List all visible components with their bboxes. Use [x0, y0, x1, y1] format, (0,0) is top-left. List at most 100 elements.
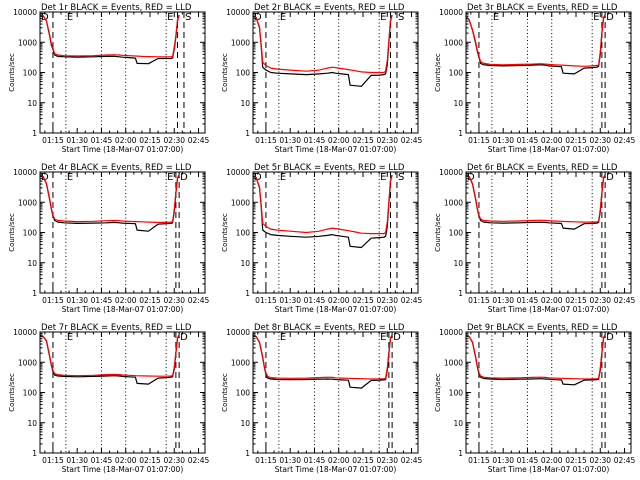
x-tick-label: 01:45: [91, 136, 113, 145]
x-tick-label: 02:15: [352, 456, 374, 465]
x-tick-label: 02:45: [401, 136, 423, 145]
x-tick-label: 02:00: [541, 456, 563, 465]
y-axis-label: Counts/sec: [8, 213, 16, 252]
x-tick-label: 02:45: [188, 296, 210, 305]
marker-label: E: [67, 332, 73, 343]
x-tick-label: 01:45: [91, 456, 113, 465]
x-tick-label: 02:00: [541, 296, 563, 305]
marker-label: E: [67, 12, 73, 23]
marker-label: S: [185, 12, 191, 23]
y-tick-label: 100: [236, 229, 251, 238]
x-tick-label: 01:15: [468, 136, 490, 145]
y-tick-label: 1: [245, 129, 250, 138]
marker-label: D: [41, 12, 49, 23]
y-tick-label: 100: [236, 69, 251, 78]
x-tick-label: 02:00: [328, 296, 350, 305]
y-axis-label: Counts/sec: [221, 213, 229, 252]
chart-title: Det 2r BLACK = Events, RED = LLD: [254, 3, 405, 13]
y-axis-label: Counts/sec: [221, 53, 229, 92]
lld-series-line: [465, 174, 606, 223]
marker-label: E: [280, 12, 286, 23]
x-tick-label: 01:45: [304, 296, 326, 305]
x-tick-label: 02:15: [565, 136, 587, 145]
lld-series-line: [252, 174, 393, 235]
chart-title: Det 9r BLACK = Events, RED = LLD: [467, 323, 618, 333]
marker-label: E: [380, 172, 386, 183]
y-tick-label: 1000: [18, 358, 37, 367]
y-tick-label: 100: [449, 229, 464, 238]
x-tick-label: 02:45: [614, 456, 636, 465]
x-tick-label: 01:15: [255, 296, 277, 305]
x-tick-label: 01:30: [492, 456, 514, 465]
marker-label: E: [280, 172, 286, 183]
y-tick-label: 10: [240, 99, 250, 108]
x-tick-label: 02:30: [163, 456, 185, 465]
x-tick-label: 01:30: [66, 136, 88, 145]
y-axis-label: Counts/sec: [8, 53, 16, 92]
marker-label: E: [380, 332, 386, 343]
x-tick-label: 02:45: [401, 456, 423, 465]
lld-series-line: [252, 334, 393, 380]
y-tick-label: 1000: [444, 38, 463, 47]
marker-label: D: [467, 172, 475, 183]
y-tick-label: 10: [240, 419, 250, 428]
y-tick-label: 1: [458, 449, 463, 458]
x-tick-label: 01:30: [279, 456, 301, 465]
y-tick-label: 1: [32, 289, 37, 298]
y-tick-label: 100: [23, 229, 38, 238]
x-axis-label: Start Time (18-Mar-07 01:07:00): [275, 305, 397, 314]
x-tick-label: 01:30: [66, 296, 88, 305]
y-tick-label: 10000: [226, 8, 250, 17]
lld-series-line: [39, 334, 180, 377]
marker-label: D: [41, 172, 49, 183]
marker-label: E: [593, 12, 599, 23]
y-tick-label: 1000: [18, 38, 37, 47]
y-tick-label: 1: [32, 449, 37, 458]
x-tick-label: 02:45: [401, 296, 423, 305]
marker-label: D: [606, 12, 614, 23]
x-tick-label: 02:30: [589, 136, 611, 145]
lld-series-line: [465, 334, 606, 380]
marker-label: D: [606, 332, 614, 343]
y-tick-label: 10: [453, 419, 463, 428]
x-tick-label: 02:15: [139, 456, 161, 465]
chart-title: Det 7r BLACK = Events, RED = LLD: [41, 323, 192, 333]
x-axis-label: Start Time (18-Mar-07 01:07:00): [62, 305, 184, 314]
chart-title: Det 1r BLACK = Events, RED = LLD: [41, 3, 192, 13]
events-series-line: [252, 174, 393, 249]
marker-label: S: [398, 172, 404, 183]
x-tick-label: 02:30: [376, 296, 398, 305]
lld-series-line: [39, 174, 180, 223]
x-tick-label: 01:15: [42, 136, 64, 145]
x-tick-label: 02:15: [139, 136, 161, 145]
lld-series-line: [252, 14, 393, 74]
y-tick-label: 100: [23, 389, 38, 398]
marker-label: D: [254, 172, 262, 183]
y-tick-label: 10000: [439, 168, 463, 177]
x-axis-label: Start Time (18-Mar-07 01:07:00): [62, 465, 184, 474]
y-tick-label: 100: [449, 69, 464, 78]
y-axis-label: Counts/sec: [221, 373, 229, 412]
x-axis-label: Start Time (18-Mar-07 01:07:00): [488, 465, 610, 474]
y-tick-label: 10000: [226, 328, 250, 337]
x-tick-label: 01:15: [42, 296, 64, 305]
x-tick-label: 02:00: [115, 136, 137, 145]
x-tick-label: 01:15: [468, 456, 490, 465]
marker-label: D: [393, 332, 401, 343]
x-tick-label: 01:15: [255, 456, 277, 465]
lld-series-line: [465, 14, 606, 67]
marker-label: E: [167, 12, 173, 23]
x-tick-label: 01:30: [279, 136, 301, 145]
x-tick-label: 02:30: [376, 456, 398, 465]
x-tick-label: 02:45: [614, 296, 636, 305]
y-tick-label: 10000: [439, 8, 463, 17]
y-tick-label: 10: [453, 259, 463, 268]
x-tick-label: 01:45: [517, 456, 539, 465]
x-tick-label: 01:45: [91, 296, 113, 305]
